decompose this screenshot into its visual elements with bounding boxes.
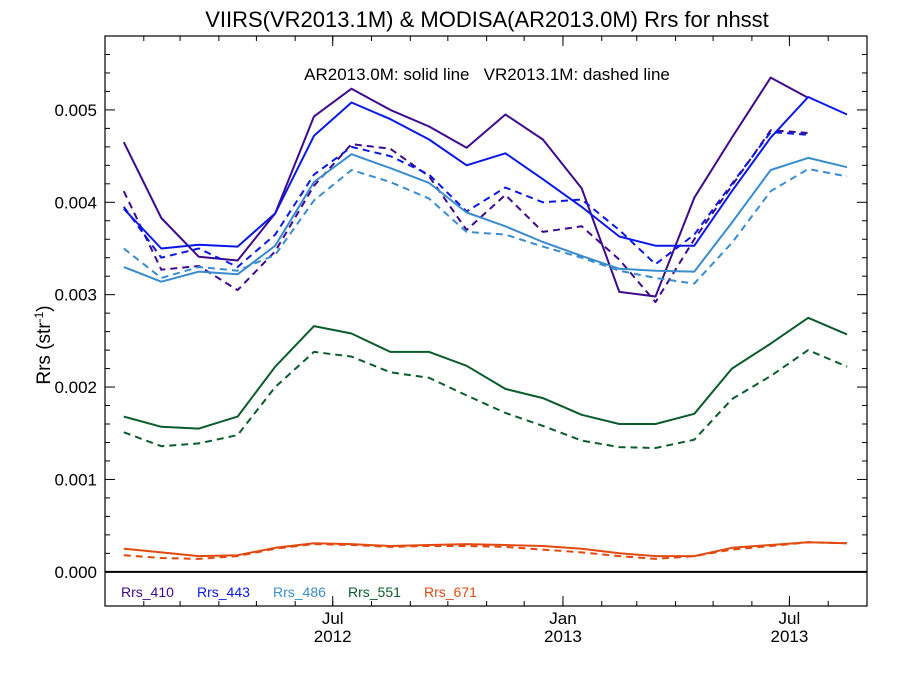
x-tick-label-month: Jul xyxy=(322,609,344,628)
legend-item-rrs-443: Rrs_443 xyxy=(197,584,250,600)
series-line-rrs-410-dashed xyxy=(122,129,809,304)
y-axis-label-sup: -1 xyxy=(32,311,46,322)
y-tick-label: 0.002 xyxy=(54,378,97,397)
y-tick-label: 0.004 xyxy=(54,193,97,212)
series-line-rrs-671-dashed xyxy=(123,541,848,560)
x-tick-label-month: Jan xyxy=(549,609,576,628)
y-tick-label: 0.000 xyxy=(54,563,97,582)
line-style-annotation: AR2013.0M: solid line VR2013.1M: dashed … xyxy=(304,65,670,84)
plot-frame xyxy=(104,35,868,607)
legend-item-rrs-486: Rrs_486 xyxy=(273,584,326,600)
plot-area: 0.0000.0010.0020.0030.0040.005Jul2012Jan… xyxy=(54,35,867,646)
series-group xyxy=(122,76,848,560)
legend-item-rrs-671: Rrs_671 xyxy=(424,584,477,600)
series-line-rrs-486-solid xyxy=(123,153,848,283)
x-tick-label-year: 2013 xyxy=(771,627,809,646)
y-tick-label: 0.001 xyxy=(54,470,97,489)
chart-title: VIIRS(VR2013.1M) & MODISA(AR2013.0M) Rrs… xyxy=(205,7,769,32)
legend-item-rrs-410: Rrs_410 xyxy=(121,584,174,600)
x-tick-label-month: Jul xyxy=(779,609,801,628)
x-tick-label-year: 2013 xyxy=(544,627,582,646)
series-line-rrs-551-dashed xyxy=(123,349,848,449)
y-axis-label-close: ) xyxy=(34,305,55,311)
series-line-rrs-410-solid xyxy=(122,76,809,298)
x-tick-label-year: 2012 xyxy=(314,627,352,646)
series-line-rrs-486-dashed xyxy=(123,168,848,285)
y-axis-label: Rrs (str-1) xyxy=(32,305,55,384)
y-axis-label-text: Rrs (str xyxy=(34,322,55,385)
legend-item-rrs-551: Rrs_551 xyxy=(348,584,401,600)
y-tick-label: 0.003 xyxy=(54,286,97,305)
y-tick-label: 0.005 xyxy=(54,101,97,120)
series-line-rrs-551-solid xyxy=(123,316,848,430)
series-line-rrs-443-solid xyxy=(123,96,848,250)
